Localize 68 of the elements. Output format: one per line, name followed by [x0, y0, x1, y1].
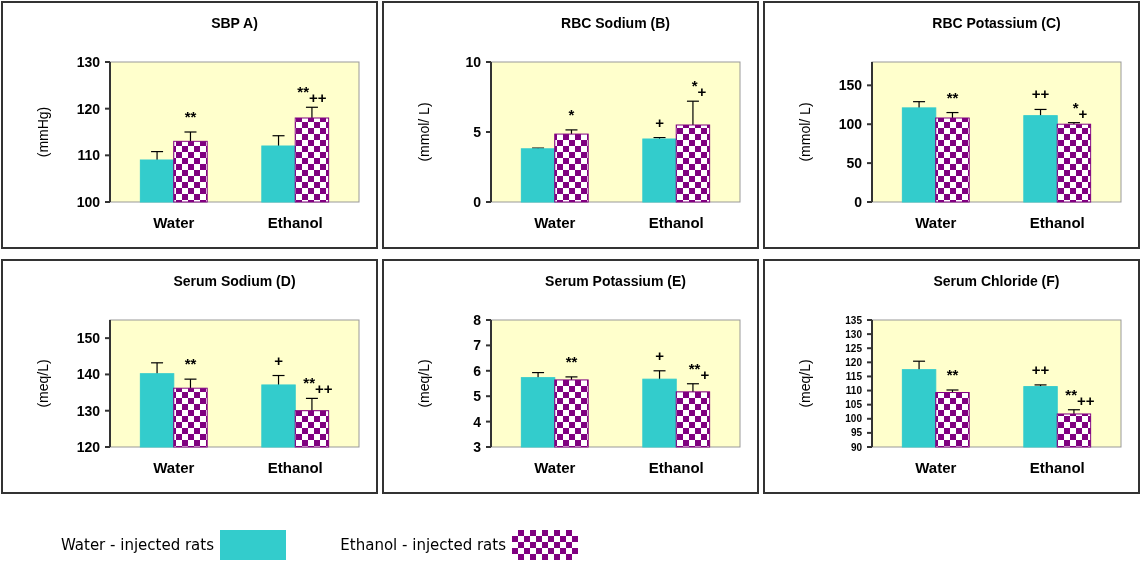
chart-title: SBP A)	[211, 15, 258, 31]
y-tick-label: 90	[850, 441, 863, 453]
chart-title: Serum Potassium (E)	[545, 273, 686, 289]
y-tick-label: 120	[845, 356, 863, 368]
y-tick-label: 7	[473, 337, 482, 354]
x-tick-label: Ethanol	[267, 459, 323, 476]
annotation: **	[946, 365, 959, 383]
annotation: +	[655, 113, 665, 131]
chart-title: Serum Sodium (D)	[173, 273, 296, 289]
y-tick-label: 0	[854, 193, 863, 210]
y-tick-label: 130	[845, 328, 863, 340]
chart-title: RBC Sodium (B)	[561, 15, 670, 31]
y-tick-label: 120	[76, 100, 101, 117]
x-tick-label: Water	[153, 459, 195, 476]
y-axis-title: (mmHg)	[35, 106, 51, 158]
y-axis-title: (meq/L)	[797, 359, 813, 408]
y-tick-label: 3	[473, 438, 482, 455]
y-tick-label: 10	[465, 53, 482, 70]
x-tick-label: Water	[534, 459, 576, 476]
y-tick-label: 135	[845, 314, 863, 326]
y-tick-label: 5	[473, 388, 482, 405]
y-axis-title: (meq/L)	[35, 359, 51, 408]
annotation: +	[655, 346, 665, 364]
y-tick-label: 110	[845, 385, 863, 397]
y-axis-title: (meq/L)	[416, 359, 432, 408]
x-tick-label: Water	[153, 214, 195, 231]
y-tick-label: 105	[845, 399, 863, 411]
y-tick-label: 100	[76, 193, 101, 210]
y-tick-label: 120	[76, 438, 101, 455]
y-tick-label: 0	[473, 193, 482, 210]
x-tick-label: Ethanol	[267, 214, 323, 231]
y-tick-label: 8	[473, 311, 482, 328]
y-tick-label: 100	[838, 116, 863, 133]
annotation: *	[568, 105, 575, 123]
y-tick-label: 130	[76, 402, 101, 419]
annotation: **	[565, 352, 578, 370]
x-tick-label: Ethanol	[648, 214, 704, 231]
y-tick-label: 6	[473, 362, 482, 379]
annotation: **	[946, 88, 959, 106]
y-tick-label: 100	[845, 413, 863, 425]
annotation: ++	[1031, 360, 1050, 378]
x-tick-label: Ethanol	[648, 459, 704, 476]
legend-label: Ethanol - injected rats	[340, 536, 507, 554]
x-tick-label: Ethanol	[1029, 459, 1085, 476]
y-tick-label: 130	[76, 53, 101, 70]
y-tick-label: 110	[77, 147, 101, 164]
y-tick-label: 115	[845, 370, 863, 382]
y-axis-title: (mmol/ L)	[416, 102, 432, 162]
y-tick-label: 50	[846, 155, 863, 172]
y-tick-label: 4	[473, 413, 482, 430]
y-tick-label: 125	[845, 342, 863, 354]
y-axis-title: (mmol/ L)	[797, 102, 813, 162]
x-tick-label: Water	[534, 214, 576, 231]
y-tick-label: 95	[850, 427, 863, 439]
x-tick-label: Ethanol	[1029, 214, 1085, 231]
legend-label: Water - injected rats	[60, 536, 215, 554]
x-tick-label: Water	[915, 214, 957, 231]
y-tick-label: 5	[473, 123, 482, 140]
chart-title: RBC Potassium (C)	[932, 15, 1061, 31]
annotation: **	[184, 355, 197, 373]
y-tick-label: 150	[76, 330, 101, 347]
chart-title: Serum Chloride (F)	[933, 273, 1060, 289]
y-tick-label: 140	[76, 366, 101, 383]
x-tick-label: Water	[915, 459, 957, 476]
y-tick-label: 150	[838, 77, 863, 94]
annotation: ++	[1031, 85, 1050, 103]
annotation: +	[274, 351, 284, 369]
annotation: **	[184, 108, 197, 125]
